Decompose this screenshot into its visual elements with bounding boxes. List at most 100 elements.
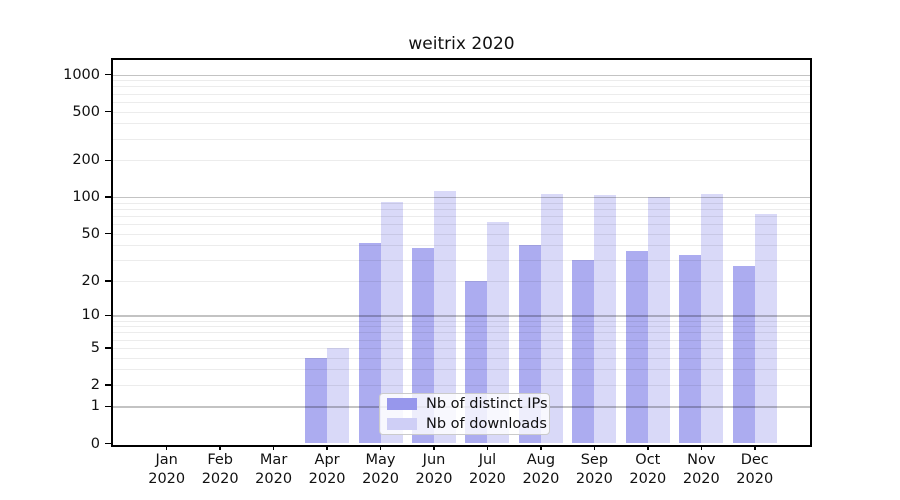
gridline-major: [113, 74, 810, 76]
y-tick-label: 200: [72, 152, 100, 169]
y-tick-mark: [105, 159, 111, 162]
gridline-minor: [113, 369, 810, 371]
gridline-minor: [113, 93, 810, 95]
year-label: 2020: [629, 470, 667, 487]
year-label: 2020: [575, 470, 613, 487]
gridline-minor: [113, 233, 810, 235]
bar-downloads: [647, 197, 670, 444]
bar-downloads: [701, 194, 724, 444]
x-tick-label: Aug 2020: [513, 451, 569, 488]
gridline-minor: [113, 223, 810, 225]
y-tick-label: 1000: [63, 66, 100, 83]
x-tick-label: Jul 2020: [459, 451, 515, 488]
x-tick-mark: [647, 445, 649, 450]
month-label: Feb: [207, 452, 233, 468]
month-label: Jul: [478, 452, 497, 468]
x-tick-label: May 2020: [353, 451, 409, 488]
year-label: 2020: [736, 470, 774, 487]
x-tick-mark: [433, 445, 435, 450]
bar-downloads: [540, 194, 563, 444]
gridline-minor: [113, 339, 810, 341]
legend-label-distinct-ips: Nb of distinct IPs: [426, 396, 548, 412]
y-tick-mark: [105, 110, 111, 113]
month-label: Aug: [526, 452, 556, 468]
legend: Nb of distinct IPs Nb of downloads: [379, 393, 550, 435]
y-tick-mark: [105, 405, 111, 408]
x-tick-label: Sep 2020: [566, 451, 622, 488]
x-tick-label: Oct 2020: [620, 451, 676, 488]
y-tick-mark: [105, 442, 111, 445]
y-tick-label: 20: [81, 272, 100, 289]
y-tick-mark: [105, 347, 111, 349]
gridline-minor: [113, 111, 810, 113]
gridline-minor: [113, 332, 810, 334]
bar-downloads: [487, 222, 510, 444]
gridline-minor: [113, 280, 810, 282]
y-tick-label: 100: [72, 189, 100, 206]
gridline-minor: [113, 123, 810, 125]
y-tick-label: 5: [90, 339, 100, 356]
gridline-minor: [113, 245, 810, 247]
y-tick-label: 500: [72, 103, 100, 120]
month-label: Jun: [422, 452, 446, 468]
month-label: Jan: [155, 452, 178, 468]
bar-distinct-ips: [358, 242, 381, 444]
y-tick-label: 10: [81, 307, 100, 324]
year-label: 2020: [469, 470, 506, 487]
x-tick-mark: [219, 445, 221, 450]
legend-swatch-downloads: [387, 418, 417, 430]
x-tick-mark: [379, 445, 382, 450]
gridline-minor: [113, 138, 810, 140]
x-tick-mark: [486, 445, 489, 450]
y-tick-mark: [105, 232, 111, 235]
y-tick-mark: [105, 314, 111, 317]
x-tick-mark: [272, 445, 275, 450]
month-label: Mar: [259, 452, 288, 468]
bar-distinct-ips: [625, 250, 648, 444]
bar-distinct-ips: [305, 357, 328, 444]
bar-downloads: [434, 190, 456, 444]
gridline-minor: [113, 384, 810, 386]
month-label: Nov: [687, 452, 716, 468]
year-label: 2020: [255, 470, 293, 487]
gridline-minor: [113, 320, 810, 322]
month-label: Sep: [580, 452, 609, 468]
x-tick-label: Mar 2020: [246, 451, 302, 488]
gridline-minor: [113, 86, 810, 88]
y-tick-mark: [105, 73, 111, 76]
gridline-major: [113, 197, 810, 199]
month-label: Apr: [314, 452, 340, 468]
year-label: 2020: [415, 470, 453, 487]
month-label: May: [365, 452, 396, 468]
y-tick-mark: [105, 280, 111, 282]
gridline-minor: [113, 215, 810, 217]
x-tick-mark: [700, 445, 703, 450]
x-tick-mark: [540, 445, 542, 450]
x-tick-mark: [593, 445, 596, 450]
x-tick-mark: [165, 445, 168, 450]
gridline-major: [113, 315, 810, 317]
month-label: Oct: [635, 452, 661, 468]
x-tick-label: Nov 2020: [673, 451, 729, 488]
y-tick-label: 1: [90, 398, 100, 415]
y-tick-label: 2: [90, 376, 100, 393]
x-tick-label: Apr 2020: [299, 451, 355, 488]
y-tick-label: 0: [90, 435, 100, 452]
x-tick-label: Dec 2020: [727, 451, 783, 488]
x-tick-label: Feb 2020: [192, 451, 248, 488]
gridline-minor: [113, 80, 810, 82]
bar-downloads: [754, 213, 777, 444]
gridline-minor: [113, 202, 810, 204]
gridline-minor: [113, 260, 810, 262]
year-label: 2020: [148, 470, 186, 487]
legend-label-downloads: Nb of downloads: [426, 416, 547, 432]
x-tick-mark: [326, 445, 328, 450]
gridline-minor: [113, 101, 810, 103]
x-tick-mark: [753, 445, 756, 450]
year-label: 2020: [682, 470, 720, 487]
bar-distinct-ips: [679, 255, 702, 444]
plot-area: [111, 58, 812, 447]
legend-item-distinct-ips: Nb of distinct IPs: [387, 394, 549, 414]
bar-downloads: [327, 347, 350, 444]
